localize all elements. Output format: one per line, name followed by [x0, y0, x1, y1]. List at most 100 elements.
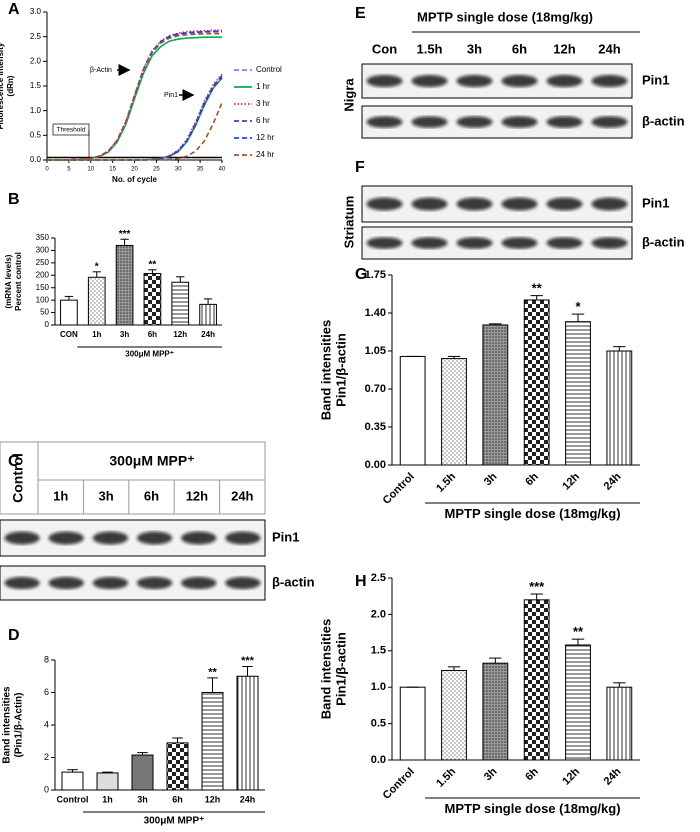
bar	[399, 355, 426, 466]
y-tick-label: 0.70	[365, 383, 386, 395]
blot-band	[501, 237, 538, 249]
x-tick-label: 6h	[523, 765, 541, 783]
series-line	[47, 73, 223, 161]
x-tick-label: 30	[175, 167, 182, 173]
blot-lane: 3h	[467, 41, 482, 56]
blot-band	[48, 576, 84, 590]
blot-band	[546, 237, 583, 249]
y-axis-label: (mRNA levels)	[4, 254, 13, 308]
x-axis-label: 300μM MPP⁺	[125, 349, 174, 358]
series-line	[47, 30, 222, 161]
significance: ***	[529, 579, 545, 594]
x-axis-label: No. of cycle	[112, 175, 157, 184]
blot-band	[591, 74, 628, 88]
bar	[606, 686, 633, 761]
y-axis-label: Pin1/β-actin	[333, 632, 348, 706]
x-tick-label: 24h	[602, 471, 624, 493]
y-tick-label: 2.5	[30, 32, 42, 41]
x-tick-label: 6h	[148, 330, 157, 339]
y-tick-label: 100	[36, 295, 50, 304]
y-tick-label: 0	[45, 320, 50, 329]
bar	[399, 686, 426, 761]
x-tick-label: 3h	[137, 794, 148, 804]
y-axis-label: Band intensities	[318, 320, 333, 420]
blot-header-box	[0, 441, 266, 515]
series-line	[47, 29, 222, 161]
y-tick-label: 2.0	[371, 608, 386, 620]
blot-band	[411, 237, 448, 249]
x-tick-label: CON	[60, 330, 78, 339]
x-tick-label: 1h	[102, 794, 113, 804]
x-tick-label: 1.5h	[434, 470, 458, 494]
blot-band	[591, 197, 628, 211]
bar	[115, 244, 134, 326]
y-tick-label: 300	[36, 246, 50, 255]
y-tick-label: 0.5	[371, 718, 386, 730]
blot-band	[92, 531, 129, 545]
blot-band	[225, 576, 261, 590]
blot-lane: 12h	[186, 488, 208, 503]
legend-label: 6 hr	[256, 116, 270, 125]
blot-lane: Con	[372, 41, 397, 56]
y-axis-label: Percent control	[14, 252, 23, 311]
blot-band	[4, 531, 40, 545]
x-tick-label: 3h	[482, 765, 500, 783]
bar	[441, 358, 467, 466]
series-line	[47, 77, 223, 161]
annotation: Threshold	[57, 127, 86, 134]
blot-band	[591, 116, 628, 128]
blot-header: MPTP single dose (18mg/kg)	[417, 9, 593, 24]
y-axis-label: Fluorescence Intensity	[0, 42, 5, 129]
y-tick-label: 3.0	[30, 7, 42, 16]
panel-label: B	[8, 191, 20, 208]
x-tick-label: 12h	[205, 794, 221, 804]
y-tick-label: 1.5	[30, 81, 42, 90]
blot-lane: 12h	[553, 41, 575, 56]
blot-strip	[361, 226, 633, 260]
y-tick-label: 2.5	[371, 572, 386, 584]
series-line	[47, 74, 223, 161]
blot-band	[411, 116, 448, 128]
panel-label: E	[355, 5, 366, 22]
x-tick-label: 12h	[560, 766, 582, 788]
x-tick-label: Control	[381, 766, 417, 802]
blot-band	[181, 531, 217, 545]
blot-strip	[0, 519, 266, 557]
y-axis-label: Band intensities	[2, 686, 13, 764]
y-tick-label: 1.0	[371, 681, 386, 693]
x-tick-label: Control	[381, 471, 417, 507]
blot-row-label: Pin1	[642, 195, 669, 210]
significance: **	[532, 280, 543, 295]
bar	[166, 742, 189, 791]
x-axis-label: MPTP single dose (18mg/kg)	[445, 801, 621, 816]
legend-label: Control	[256, 65, 282, 74]
x-tick-label: 5	[67, 167, 71, 173]
significance: **	[573, 624, 584, 639]
y-axis-label: (dRn)	[6, 75, 15, 96]
blot-control: Control	[10, 453, 26, 503]
blot-band	[92, 576, 129, 590]
blot-row-label: β-actin	[642, 234, 685, 249]
y-tick-label: 1.40	[365, 307, 386, 319]
panel-label: F	[355, 159, 365, 176]
x-axis-label: MPTP single dose (18mg/kg)	[445, 506, 621, 521]
blot-lane: 1h	[53, 488, 68, 503]
x-tick-label: 20	[131, 167, 138, 173]
significance: ***	[241, 655, 255, 667]
bar	[482, 662, 509, 761]
blot-band	[411, 197, 448, 211]
blot-lane: 1.5h	[416, 41, 442, 56]
bar	[482, 324, 509, 466]
panel-label: A	[8, 1, 20, 18]
x-tick-label: 24h	[602, 766, 624, 788]
blot-band	[136, 576, 173, 590]
panel-label: C	[8, 453, 20, 470]
series-line	[47, 77, 223, 161]
y-tick-label: 1.5	[371, 645, 386, 657]
y-tick-label: 1.75	[365, 269, 386, 281]
blot-band	[501, 116, 538, 128]
x-tick-label: 24h	[201, 330, 215, 339]
bar	[565, 321, 591, 466]
x-tick-label: 1h	[92, 330, 101, 339]
blot-band	[456, 237, 493, 249]
